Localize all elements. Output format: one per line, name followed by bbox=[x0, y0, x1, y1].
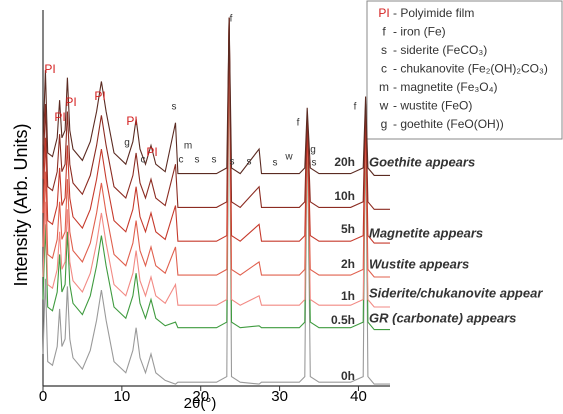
peak-label: f bbox=[297, 118, 300, 129]
series-label: 10h bbox=[334, 189, 355, 203]
x-tick-label: 0 bbox=[39, 388, 47, 405]
legend-key: w bbox=[379, 99, 389, 113]
series-label: 0.5h bbox=[331, 313, 355, 327]
annotation: Goethite appears bbox=[369, 154, 475, 169]
annotation: GR (carbonate) appears bbox=[369, 310, 516, 325]
annotation: Siderite/chukanovite appear bbox=[369, 285, 543, 300]
peak-label: PI bbox=[65, 95, 76, 109]
legend-text: - siderite (FeCO₃) bbox=[393, 43, 487, 57]
peak-label: c bbox=[141, 155, 146, 166]
legend-key: f bbox=[382, 25, 386, 39]
x-tick-label: 10 bbox=[114, 388, 131, 405]
legend-text: - iron (Fe) bbox=[393, 25, 446, 39]
x-tick-label: 40 bbox=[350, 388, 367, 405]
legend-key: c bbox=[381, 62, 387, 76]
legend-text: - chukanovite (Fe₂(OH)₂CO₃) bbox=[393, 62, 548, 76]
legend-box bbox=[366, 0, 563, 140]
legend-text: - goethite (FeO(OH)) bbox=[393, 117, 504, 131]
annotation: Wustite appears bbox=[369, 256, 469, 271]
legend-text: - wustite (FeO) bbox=[393, 99, 472, 113]
peak-label: s bbox=[172, 102, 177, 113]
xrd-pattern bbox=[42, 17, 390, 210]
y-axis-label: Intensity (Arb. Units) bbox=[11, 123, 31, 286]
peak-label: PI bbox=[146, 145, 157, 159]
x-tick-label: 20 bbox=[192, 388, 209, 405]
legend-key: g bbox=[381, 117, 388, 131]
peak-label: c bbox=[179, 155, 184, 166]
peak-label: f bbox=[230, 14, 233, 25]
peak-label: s bbox=[195, 155, 200, 166]
peak-label: s bbox=[273, 158, 278, 169]
peak-label: s bbox=[230, 157, 235, 168]
peak-label: PI bbox=[94, 89, 105, 103]
peak-label: PI bbox=[54, 110, 65, 124]
xrd-pattern bbox=[42, 17, 390, 278]
peak-label: w bbox=[284, 152, 293, 163]
peak-label: m bbox=[184, 141, 192, 152]
peak-label: f bbox=[354, 102, 357, 113]
legend-text: - magnetite (Fe₃O₄) bbox=[393, 80, 497, 94]
peak-label: s bbox=[212, 155, 217, 166]
series-label: 20h bbox=[334, 155, 355, 169]
peak-label: s bbox=[247, 157, 252, 168]
series-label: 2h bbox=[341, 257, 355, 271]
legend-key: PI bbox=[378, 6, 389, 20]
peak-label: PI bbox=[126, 114, 137, 128]
xrd-pattern bbox=[42, 17, 390, 176]
series-label: 5h bbox=[341, 222, 355, 236]
xrd-pattern bbox=[42, 17, 390, 244]
legend-key: m bbox=[379, 80, 389, 94]
series-label: 1h bbox=[341, 289, 355, 303]
legend-text: - Polyimide film bbox=[393, 6, 474, 20]
legend-key: s bbox=[381, 43, 387, 57]
series-label: 0h bbox=[341, 369, 355, 383]
peak-label: s bbox=[312, 158, 317, 169]
x-tick-label: 30 bbox=[271, 388, 288, 405]
peak-label: g bbox=[310, 145, 316, 156]
peak-label: PI bbox=[44, 62, 55, 76]
peak-label: g bbox=[124, 138, 130, 149]
annotation: Magnetite appears bbox=[369, 225, 483, 240]
x-axis-label: 2θ(°) bbox=[184, 395, 217, 412]
